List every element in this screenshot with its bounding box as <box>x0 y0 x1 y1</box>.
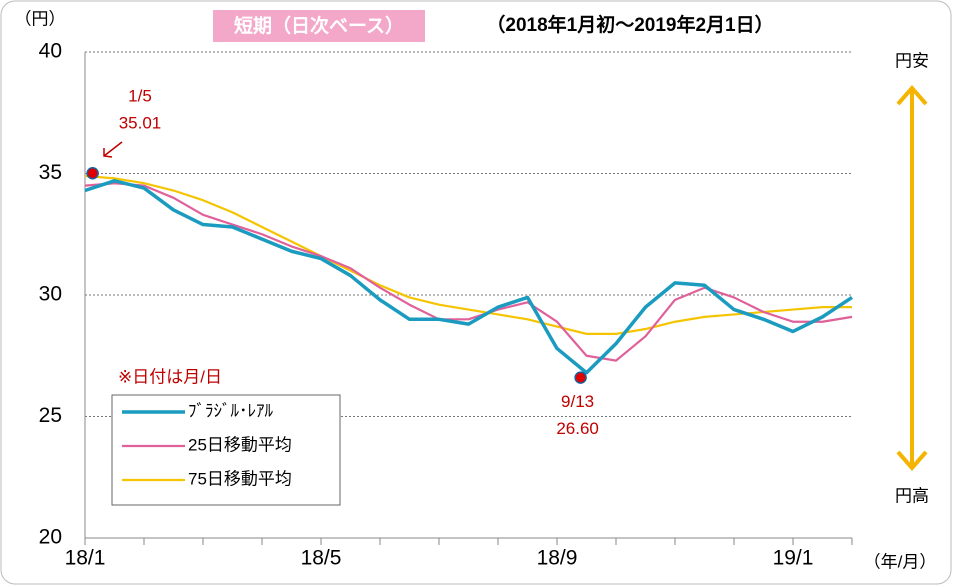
annotation-arrow <box>103 141 123 157</box>
annotation-date: 1/5 <box>128 86 152 105</box>
series-line <box>84 182 853 362</box>
annotation-date: 9/13 <box>561 392 594 411</box>
legend-label: 75日移動平均 <box>188 469 292 488</box>
y-tick-label: 30 <box>39 283 62 306</box>
subtitle: （2018年1月初～2019年2月1日） <box>486 13 773 36</box>
direction-arrow <box>896 84 928 472</box>
y-tick-label: 25 <box>39 404 62 427</box>
series-line <box>84 174 852 335</box>
annotation-dot <box>86 167 99 180</box>
x-unit: （年/月） <box>864 552 937 571</box>
top-label: 円安 <box>895 51 929 70</box>
y-tick-label: 20 <box>39 526 62 549</box>
legend-label: 25日移動平均 <box>188 435 292 454</box>
x-tick-label: 18/9 <box>537 547 578 570</box>
chart-title: 短期（日次ベース） <box>234 14 404 37</box>
series-line <box>84 179 853 375</box>
x-tick-label: 18/5 <box>301 547 342 570</box>
annotation-arrow-head <box>103 148 113 158</box>
y-tick-label: 40 <box>39 40 62 63</box>
y-tick-label: 35 <box>39 161 62 184</box>
annotation-dot <box>574 371 587 384</box>
y-unit: （円） <box>15 9 66 28</box>
annotation-value: 26.60 <box>556 419 599 438</box>
x-tick-label: 19/1 <box>773 547 814 570</box>
legend-label: ﾌﾞﾗｼﾞﾙ･ﾚｱﾙ <box>188 401 273 420</box>
legend-box <box>111 394 341 506</box>
note: ※日付は月/日 <box>118 367 222 386</box>
bottom-label: 円高 <box>895 486 929 505</box>
x-tick-label: 18/1 <box>65 547 106 570</box>
annotation-value: 35.01 <box>119 113 162 132</box>
title-box <box>213 10 425 42</box>
